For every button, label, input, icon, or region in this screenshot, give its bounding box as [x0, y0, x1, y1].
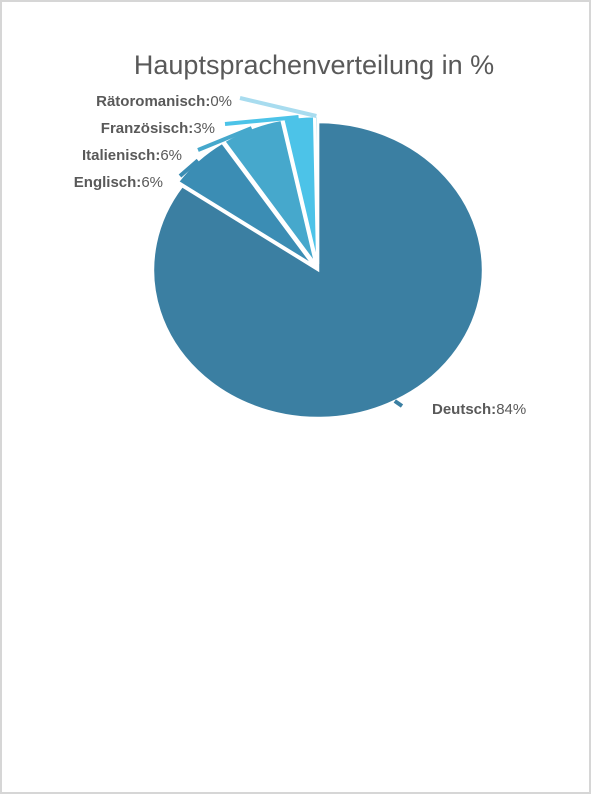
- pie-slices: [151, 114, 485, 420]
- leader-line-r-toromanisch: [239, 96, 317, 118]
- data-label-value: 6%: [160, 147, 182, 164]
- data-label-name: Italienisch:: [82, 147, 160, 164]
- data-label-franz-sisch: Französisch:3%: [101, 120, 215, 137]
- data-label-italienisch: Italienisch:6%: [82, 147, 182, 164]
- chart-title: Hauptsprachenverteilung in %: [134, 50, 494, 80]
- leader-line-franz-sisch: [224, 115, 299, 126]
- data-label-value: 3%: [193, 120, 215, 137]
- leader-line-englisch: [178, 158, 200, 178]
- data-label-englisch: Englisch:6%: [74, 174, 163, 191]
- data-label-name: Deutsch:: [432, 401, 496, 418]
- leader-line-deutsch: [393, 399, 404, 408]
- pie-slice-englisch: [176, 140, 315, 267]
- data-label-name: Englisch:: [74, 174, 142, 191]
- data-label-name: Rätoromanisch:: [96, 93, 210, 110]
- data-label-value: 84%: [496, 401, 526, 418]
- data-label-name: Französisch:: [101, 120, 194, 137]
- data-label-r-toromanisch: Rätoromanisch:0%: [96, 93, 232, 110]
- data-label-value: 6%: [141, 174, 163, 191]
- pie-slice-deutsch: [151, 120, 485, 420]
- leader-lines: [178, 96, 404, 408]
- data-labels: Deutsch:84%Englisch:6%Italienisch:6%Fran…: [74, 93, 526, 418]
- data-label-value: 0%: [210, 93, 232, 110]
- data-label-deutsch: Deutsch:84%: [432, 401, 526, 418]
- leader-line-italienisch: [197, 126, 253, 152]
